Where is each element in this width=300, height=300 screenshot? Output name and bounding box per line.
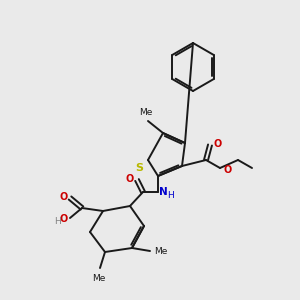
Text: Me: Me <box>154 247 167 256</box>
Text: O: O <box>60 214 68 224</box>
Text: O: O <box>224 165 232 175</box>
Text: O: O <box>60 192 68 202</box>
Text: H: H <box>167 190 174 200</box>
Text: Me: Me <box>92 274 106 283</box>
Text: H: H <box>54 218 61 226</box>
Text: S: S <box>135 163 143 173</box>
Text: N: N <box>159 187 168 197</box>
Text: O: O <box>214 139 222 149</box>
Text: O: O <box>126 174 134 184</box>
Text: Me: Me <box>139 108 153 117</box>
